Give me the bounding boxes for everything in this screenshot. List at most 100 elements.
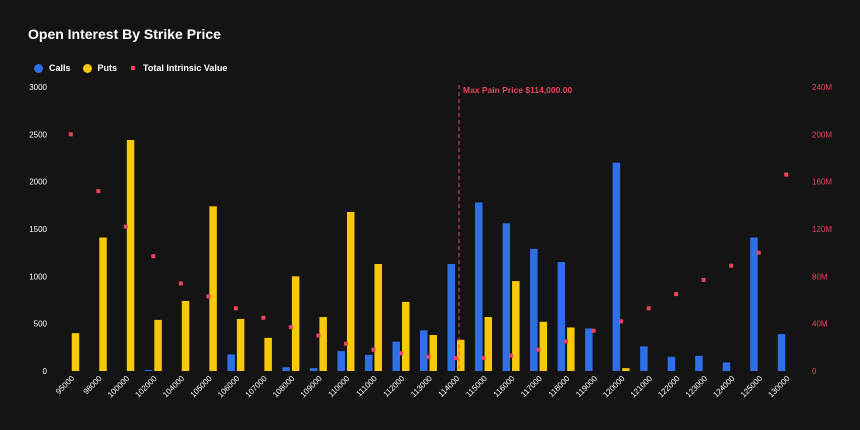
y2-tick-label: 80M <box>812 272 828 281</box>
x-tick-label: 113000 <box>409 374 434 399</box>
x-tick-label: 110000 <box>327 374 352 399</box>
puts-bar <box>539 321 548 371</box>
y2-tick-label: 160M <box>812 178 832 187</box>
puts-bar <box>319 317 327 371</box>
y-tick-label: 0 <box>43 367 48 376</box>
legend-item-calls[interactable]: Calls <box>34 63 71 73</box>
intrinsic-value-point <box>206 294 211 299</box>
y2-tick-label: 120M <box>812 225 832 234</box>
calls-bar <box>722 362 731 371</box>
calls-bar <box>309 368 318 371</box>
legend-label-intrinsic: Total Intrinsic Value <box>143 63 228 73</box>
legend: Calls Puts Total Intrinsic Value <box>34 63 227 73</box>
intrinsic-value-point <box>288 325 293 330</box>
intrinsic-value-point <box>151 254 156 259</box>
y2-tick-label: 240M <box>812 83 832 92</box>
intrinsic-value-point <box>701 277 706 282</box>
calls-bar <box>337 351 345 371</box>
legend-label-calls: Calls <box>49 63 71 73</box>
legend-item-puts[interactable]: Puts <box>82 63 118 73</box>
intrinsic-value-point <box>564 339 569 344</box>
intrinsic-value-point <box>536 347 541 352</box>
x-tick-label: 115000 <box>464 374 489 399</box>
x-tick-label: 118000 <box>547 374 572 399</box>
y2-tick-label: 40M <box>812 320 828 329</box>
intrinsic-value-point <box>619 319 624 324</box>
calls-bar <box>392 341 400 371</box>
calls-bar <box>530 248 538 371</box>
puts-bar <box>291 276 300 371</box>
x-tick-label: 119000 <box>574 374 599 399</box>
max-pain-label: Max Pain Price $114,000.00 <box>463 85 572 95</box>
x-tick-label: 122000 <box>656 374 682 400</box>
calls-swatch <box>34 63 43 73</box>
calls-bar <box>364 354 373 371</box>
x-tick-label: 95000 <box>54 374 76 396</box>
calls-bar <box>750 237 758 371</box>
calls-bar <box>475 202 483 371</box>
puts-bar <box>567 327 575 371</box>
intrinsic-value-point <box>729 263 734 268</box>
intrinsic-value-point <box>398 351 403 356</box>
puts-bar <box>126 140 135 371</box>
x-tick-label: 106000 <box>216 374 242 400</box>
y2-tick-label: 200M <box>812 130 832 139</box>
x-tick-label: 111000 <box>354 374 379 399</box>
x-tick-label: 109000 <box>299 374 325 400</box>
x-tick-label: 112000 <box>382 374 407 399</box>
calls-bar <box>557 262 566 371</box>
y2-tick-label: 0 <box>812 367 817 376</box>
chart-title: Open Interest By Strike Price <box>28 26 221 42</box>
puts-bar <box>484 317 493 371</box>
puts-bar <box>181 300 190 371</box>
puts-bar <box>429 335 437 371</box>
calls-bar <box>502 223 511 371</box>
calls-bar <box>420 330 428 371</box>
puts-bar <box>346 211 355 371</box>
legend-label-puts: Puts <box>97 63 118 73</box>
intrinsic-value-point <box>68 132 73 137</box>
x-tick-label: 105000 <box>189 374 215 400</box>
calls-bar <box>447 264 456 371</box>
x-tick-label: 107000 <box>244 374 270 400</box>
intrinsic-value-point <box>96 189 101 194</box>
intrinsic-value-point <box>178 281 183 286</box>
x-tick-label: 108000 <box>271 374 297 400</box>
calls-bar <box>695 355 703 371</box>
intrinsic-value-point <box>481 355 486 360</box>
puts-bar <box>374 264 382 371</box>
puts-bar <box>71 333 80 371</box>
x-tick-label: 98000 <box>82 374 104 396</box>
intrinsic-swatch <box>131 66 136 70</box>
puts-swatch <box>82 63 92 73</box>
calls-bar <box>227 354 235 371</box>
intrinsic-value-point <box>233 306 238 311</box>
x-tick-label: 121000 <box>629 374 655 400</box>
intrinsic-value-point <box>756 250 761 255</box>
calls-bar <box>777 334 786 371</box>
puts-bar <box>209 206 217 371</box>
y-tick-label: 2000 <box>29 178 47 187</box>
puts-bar <box>154 319 162 371</box>
y-tick-label: 2500 <box>29 130 47 139</box>
intrinsic-value-point <box>343 341 348 346</box>
legend-item-intrinsic[interactable]: Total Intrinsic Value <box>129 63 227 73</box>
x-tick-label: 104000 <box>161 374 187 400</box>
x-tick-label: 120000 <box>601 374 627 400</box>
calls-bar <box>144 370 153 371</box>
x-tick-label: 114000 <box>437 374 462 399</box>
puts-bar <box>457 339 465 371</box>
x-tick-label: 100000 <box>106 374 132 400</box>
intrinsic-value-point <box>509 353 514 358</box>
intrinsic-value-point <box>674 292 679 297</box>
x-tick-label: 123000 <box>684 374 710 400</box>
y-tick-label: 3000 <box>29 83 47 92</box>
intrinsic-value-point <box>454 355 459 360</box>
x-tick-label: 130000 <box>766 374 792 400</box>
calls-bar <box>640 346 648 371</box>
intrinsic-value-point <box>784 172 789 177</box>
calls-bar <box>585 328 593 371</box>
x-tick-label: 116000 <box>492 374 517 399</box>
intrinsic-value-point <box>591 328 596 333</box>
